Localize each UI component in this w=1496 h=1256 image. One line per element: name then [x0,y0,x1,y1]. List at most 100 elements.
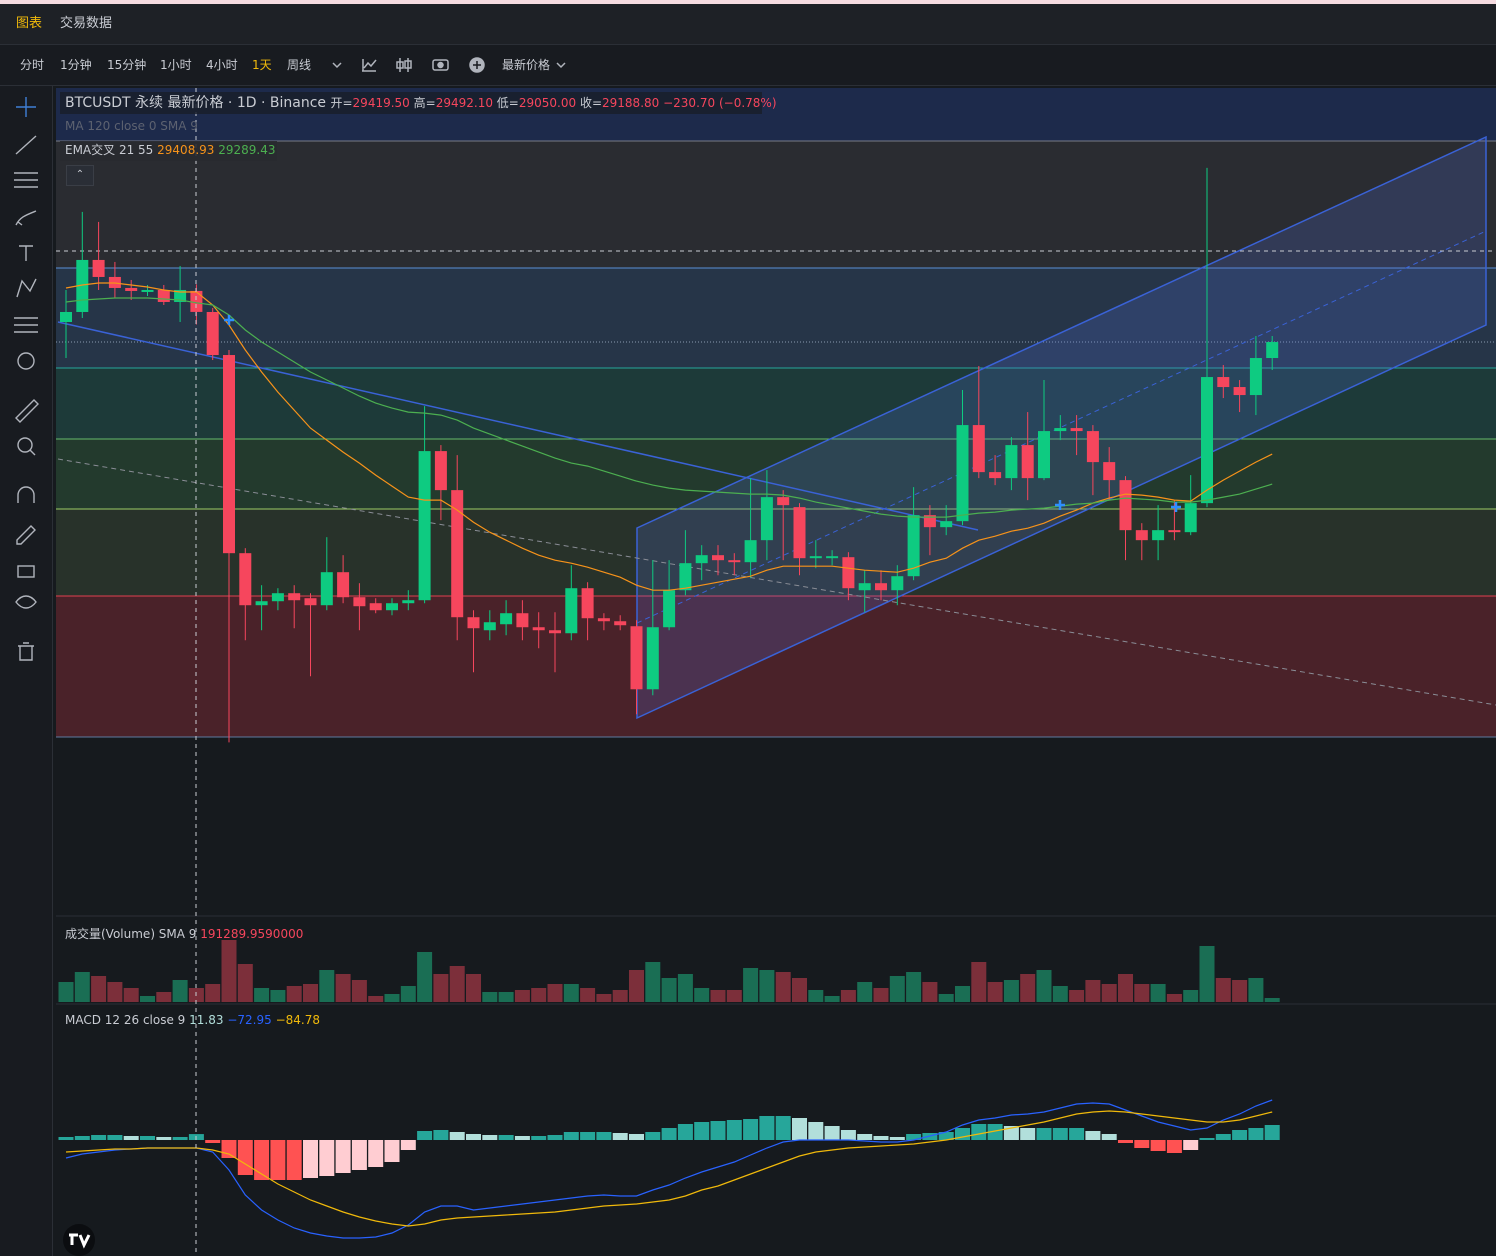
candle-body [597,618,610,622]
interval[interactable]: 周线 [287,58,312,72]
macd-histogram-bar [498,1135,514,1140]
volume-bar [596,994,612,1002]
macd-histogram-bar [237,1140,253,1175]
candle-body [663,590,676,628]
tab[interactable]: 图表 [16,16,43,31]
macd-histogram-bar [433,1130,449,1140]
candle-body [858,583,871,591]
price-type[interactable]: 最新价格 [502,58,551,72]
candle-body [989,472,1002,479]
candle-body [467,617,480,629]
interval: 1D [236,95,257,111]
tab[interactable]: 交易数据 [60,16,113,31]
volume-label: 成交量(Volume) SMA 9 191289.9590000 [65,926,303,942]
macd-histogram-bar [531,1136,547,1140]
indicator-icon[interactable] [362,59,377,72]
volume-bar [205,984,221,1002]
macd-histogram-bar [824,1126,840,1140]
macd-histogram-bar [449,1132,465,1140]
volume-bar [1020,974,1036,1002]
macd-histogram-bar [1166,1140,1182,1153]
camera-icon[interactable] [432,59,449,71]
interval[interactable]: 1小时 [160,58,192,72]
ohlc-value: 29050.00 [518,96,577,110]
magnet-tool[interactable] [17,486,35,503]
macd-histogram-bar [1150,1140,1166,1151]
brush-tool[interactable] [15,210,37,226]
volume-bar [938,994,954,1002]
candle-body [760,497,773,541]
candle-body [353,597,366,607]
candle-body [190,290,203,312]
macd-histogram-bar [938,1132,954,1140]
volume-bar [580,988,596,1002]
macd-histogram-bar [677,1124,693,1140]
top-strip [0,0,1496,4]
pattern-tool[interactable] [16,278,37,298]
zoom-tool[interactable] [17,437,33,453]
macd-histogram-bar [629,1134,644,1140]
macd-histogram-bar [1036,1128,1052,1140]
predict-tool[interactable] [14,317,38,333]
volume-bar [417,952,433,1002]
ema-line [65,282,1273,591]
candle-body [581,588,594,619]
candle-body [630,626,643,690]
lock-tool[interactable] [17,565,35,578]
candle-body [907,515,920,577]
candle-body [174,289,187,302]
candle-body [1152,530,1165,541]
macd-histogram-bar [270,1140,286,1180]
volume-bar [629,970,644,1002]
interval[interactable]: 1分钟 [60,58,92,72]
volume-bar [400,986,416,1002]
macd-histogram-bar [1232,1130,1248,1140]
volume-bar [91,976,107,1002]
macd-line [65,1110,1273,1227]
interval[interactable]: 1天 [252,58,272,72]
interval[interactable]: 4小时 [206,58,238,72]
fib-tool[interactable] [14,172,38,188]
macd-histogram-bar [775,1116,791,1140]
volume-bar [987,982,1003,1002]
volume-bar [1183,990,1199,1002]
candle-body [1021,445,1034,479]
volume-bar [547,984,563,1002]
volume-bar [498,992,514,1002]
ruler-tool[interactable] [15,399,39,423]
macd-histogram-bar [482,1135,498,1140]
interval[interactable]: 15分钟 [107,58,147,72]
volume-bar [286,986,302,1002]
macd-histogram-bar [710,1121,726,1140]
crosshair-tool[interactable] [16,97,36,117]
volume-bar [1052,986,1068,1002]
macd-histogram-bar [1020,1128,1036,1140]
interval[interactable]: 分时 [20,58,45,72]
line-tool[interactable] [15,135,37,155]
dropdown[interactable] [556,62,566,69]
volume-bar [351,980,367,1002]
tv-logo [63,1224,95,1256]
symbol-name: BTCUSDT 永续 最新价格 [65,95,224,111]
dropdown[interactable] [332,62,342,69]
text-tool[interactable] [19,245,33,261]
candle-body [793,507,806,559]
candle-body [891,576,904,591]
ma-label: MA 120 close 0 SMA 9 [65,119,198,133]
volume-bar [873,988,889,1002]
lock-draw-tool[interactable] [16,525,36,545]
trash-tool[interactable] [18,642,34,661]
volume-bar [743,968,759,1002]
volume-bar [1069,990,1085,1002]
collapse-button[interactable]: ⌃ [66,165,94,186]
icon-tool[interactable] [17,352,35,370]
candle-body [1217,377,1230,388]
candle-body [92,259,105,277]
eye-tool[interactable] [15,595,37,609]
candle-body [1103,462,1116,481]
candle-icon[interactable] [396,58,412,72]
volume-bar [694,988,710,1002]
macd-histogram-bar [645,1132,661,1140]
candle-body [826,556,839,559]
tab-bar [0,4,1496,45]
